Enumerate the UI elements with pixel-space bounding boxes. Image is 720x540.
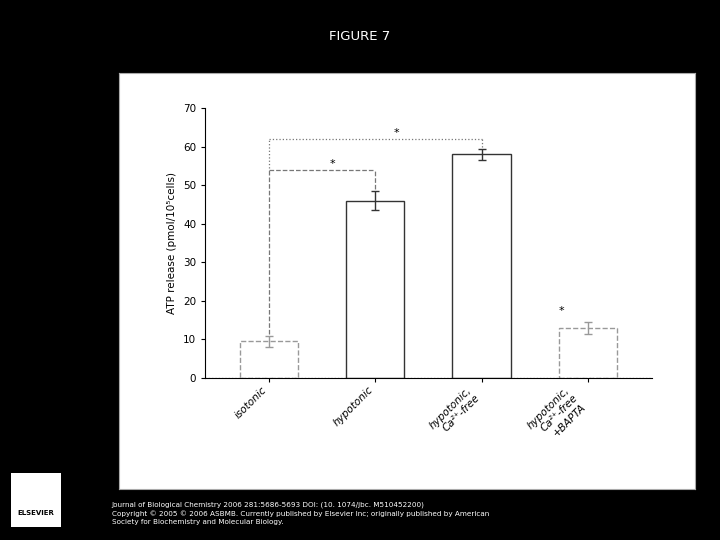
- Text: FIGURE 7: FIGURE 7: [329, 30, 391, 43]
- Bar: [346, 200, 405, 378]
- Bar: [240, 341, 298, 378]
- Bar: [559, 328, 617, 378]
- Text: *: *: [330, 159, 336, 168]
- Text: Journal of Biological Chemistry 2006 281:5686-5693 DOI: (10. 1074/jbc. M51045220: Journal of Biological Chemistry 2006 281…: [112, 501, 489, 524]
- Text: *: *: [559, 306, 564, 316]
- Bar: [452, 154, 510, 378]
- Text: ELSEVIER: ELSEVIER: [17, 510, 55, 516]
- Y-axis label: ATP release (pmol/10⁵cells): ATP release (pmol/10⁵cells): [168, 172, 178, 314]
- Text: *: *: [394, 127, 400, 138]
